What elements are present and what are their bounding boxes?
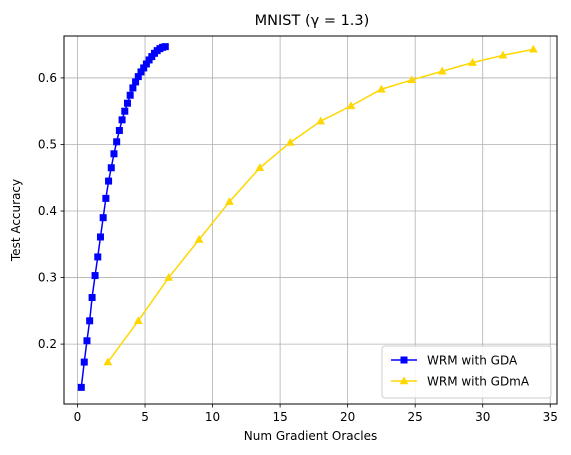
data-point bbox=[83, 337, 91, 345]
legend-box bbox=[381, 345, 552, 399]
data-point bbox=[105, 177, 113, 185]
data-point bbox=[468, 58, 477, 66]
x-tick-label: 5 bbox=[141, 410, 149, 424]
x-axis-ticks: 0 5 10 15 20 25 30 35 bbox=[74, 404, 558, 424]
data-point bbox=[133, 316, 143, 325]
data-point bbox=[107, 164, 115, 172]
legend-item: WRM with GDmA bbox=[391, 375, 530, 389]
data-point bbox=[115, 126, 123, 134]
legend-item: WRM with GDA bbox=[391, 354, 518, 368]
data-point bbox=[96, 233, 104, 241]
data-point bbox=[118, 116, 126, 124]
data-point bbox=[88, 294, 96, 302]
x-tick-label: 10 bbox=[205, 410, 220, 424]
grid-lines bbox=[64, 36, 557, 404]
data-point bbox=[121, 107, 129, 115]
x-axis-label: Num Gradient Oracles bbox=[244, 429, 377, 443]
plot-frame bbox=[63, 35, 558, 405]
data-point bbox=[113, 138, 121, 146]
data-point bbox=[316, 116, 326, 125]
data-point bbox=[123, 99, 131, 107]
series-2 bbox=[103, 44, 538, 366]
data-point bbox=[110, 150, 118, 158]
x-tick-label: 25 bbox=[408, 410, 423, 424]
data-point bbox=[132, 78, 140, 86]
data-point bbox=[140, 64, 148, 72]
data-point bbox=[161, 43, 169, 51]
data-point bbox=[86, 317, 94, 325]
y-tick-label: 0.5 bbox=[38, 137, 57, 151]
data-point bbox=[377, 84, 386, 93]
legend-marker bbox=[399, 376, 409, 385]
data-point bbox=[103, 357, 113, 366]
data-point bbox=[102, 194, 110, 202]
series-1 bbox=[77, 43, 169, 391]
legend-marker bbox=[400, 356, 408, 364]
data-point bbox=[528, 44, 538, 53]
series-layer bbox=[77, 43, 538, 391]
data-point bbox=[77, 383, 85, 391]
data-point bbox=[437, 66, 447, 75]
legend: WRM with GDA WRM with GDmA bbox=[381, 345, 552, 399]
x-tick-label: 15 bbox=[272, 410, 287, 424]
y-axis-label: Test Accuracy bbox=[9, 179, 23, 262]
x-tick-label: 35 bbox=[543, 410, 558, 424]
data-point bbox=[194, 235, 204, 243]
data-point bbox=[80, 358, 88, 366]
legend-label: WRM with GDmA bbox=[427, 375, 530, 389]
data-point bbox=[94, 253, 102, 261]
y-axis-ticks: 0.2 0.3 0.4 0.5 0.6 bbox=[38, 71, 64, 351]
x-tick-label: 0 bbox=[74, 410, 82, 424]
y-tick-label: 0.4 bbox=[38, 204, 57, 218]
x-tick-label: 30 bbox=[475, 410, 490, 424]
legend-label: WRM with GDA bbox=[427, 354, 518, 368]
y-tick-label: 0.3 bbox=[38, 271, 57, 285]
data-point bbox=[99, 214, 107, 222]
data-point bbox=[225, 197, 234, 205]
chart-title: MNIST (γ = 1.3) bbox=[255, 13, 370, 29]
data-point bbox=[126, 91, 134, 99]
data-point bbox=[285, 137, 295, 146]
series-line bbox=[107, 48, 534, 363]
x-tick-label: 20 bbox=[340, 410, 355, 424]
data-point bbox=[91, 272, 99, 280]
data-point bbox=[346, 101, 356, 110]
data-point bbox=[255, 163, 265, 171]
data-point bbox=[142, 60, 150, 68]
data-point bbox=[498, 50, 508, 59]
y-tick-label: 0.2 bbox=[38, 337, 57, 351]
data-point bbox=[129, 84, 137, 92]
data-point bbox=[407, 75, 417, 84]
data-point bbox=[137, 68, 145, 76]
series-line bbox=[80, 45, 166, 388]
y-tick-label: 0.6 bbox=[38, 71, 57, 85]
data-point bbox=[164, 272, 174, 281]
data-point bbox=[134, 73, 142, 81]
